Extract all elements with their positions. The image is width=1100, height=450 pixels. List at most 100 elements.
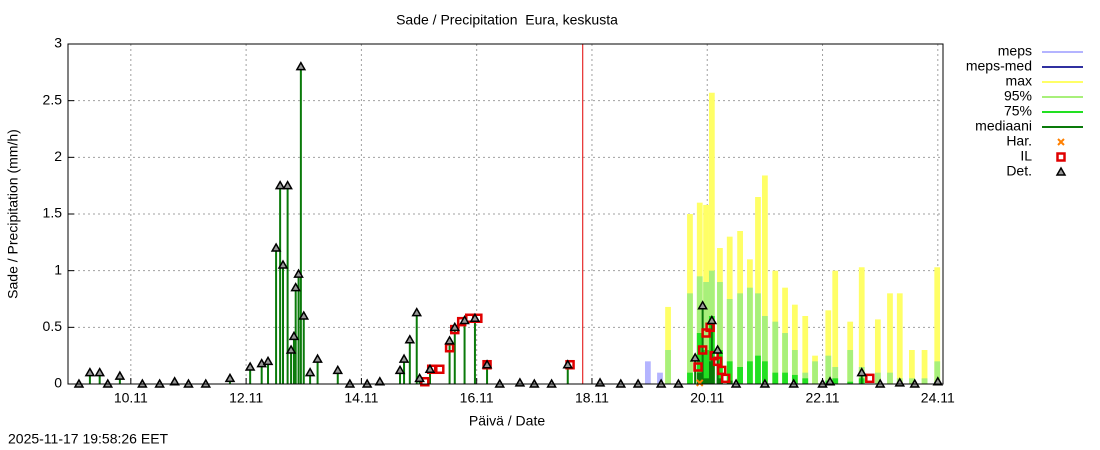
legend-label: max: [1006, 73, 1032, 89]
bar: [908, 350, 915, 384]
det-point: [398, 353, 410, 363]
il-point: [712, 356, 723, 367]
bar: [825, 355, 832, 384]
legend-label: IL: [1020, 148, 1032, 164]
bar: [791, 374, 798, 384]
bar: [665, 306, 671, 384]
bar: [832, 367, 839, 384]
bar: [908, 378, 915, 384]
bar: [755, 197, 761, 384]
det-point: [469, 312, 481, 323]
det-point: [312, 353, 323, 363]
timestamp: 2025-11-17 19:58:26 EET: [8, 431, 169, 447]
bar: [762, 316, 768, 384]
il-point: [865, 373, 875, 384]
bar: [887, 293, 893, 384]
det-point: [374, 376, 386, 386]
bar: [726, 361, 733, 384]
det-point: [414, 372, 425, 383]
bar: [687, 293, 693, 384]
legend-label: Det.: [1006, 163, 1032, 179]
det-point: [293, 268, 304, 278]
det-point: [244, 361, 256, 371]
bar: [762, 175, 768, 384]
bar: [782, 372, 788, 384]
det-point: [332, 364, 344, 375]
legend-swatch: [1055, 166, 1067, 176]
bar: [747, 361, 753, 384]
det-point: [404, 334, 416, 344]
plot-frame: [67, 43, 944, 385]
bar: [687, 372, 693, 384]
bar: [737, 293, 743, 384]
bar: [703, 350, 709, 384]
det-point: [856, 367, 868, 377]
det-point: [94, 367, 105, 377]
y-tick-label: 1.5: [43, 205, 63, 221]
bar: [858, 267, 865, 384]
bar: [791, 350, 798, 384]
det-point: [712, 344, 723, 354]
y-tick-label: 2: [54, 148, 62, 164]
det-point: [295, 61, 307, 71]
bar: [717, 378, 723, 384]
bar: [696, 372, 703, 384]
y-tick-label: 3: [54, 35, 62, 51]
det-point: [689, 352, 701, 362]
legend-label: meps: [998, 43, 1032, 59]
det-point: [424, 363, 436, 374]
bar: [825, 310, 832, 384]
bar: [755, 293, 761, 384]
x-tick-label: 12.11: [229, 390, 263, 406]
bar: [791, 304, 798, 384]
bar: [802, 378, 809, 384]
legend-label: Har.: [1006, 133, 1032, 149]
bar: [847, 350, 854, 384]
bar: [802, 372, 809, 384]
il-point: [693, 362, 703, 372]
det-point: [459, 315, 470, 325]
det-point: [84, 367, 96, 377]
bar: [696, 276, 703, 384]
bar: [657, 372, 663, 384]
bar: [934, 361, 941, 384]
x-tick-label: 20.11: [690, 390, 724, 406]
det-point: [449, 321, 461, 332]
il-point: [720, 373, 731, 384]
det-point: [262, 355, 274, 366]
det-point: [824, 376, 836, 386]
det-point: [411, 307, 423, 317]
bar: [762, 361, 768, 384]
bar: [772, 372, 779, 384]
det-point: [285, 344, 297, 354]
x-tick-label: 14.11: [344, 390, 378, 406]
bar: [896, 293, 903, 384]
bar: [832, 270, 839, 384]
bar: [747, 287, 753, 384]
plot-area: [73, 44, 944, 388]
det-point: [706, 315, 718, 325]
bar: [717, 282, 723, 384]
y-tick-label: 0.5: [43, 318, 63, 334]
har-point: [696, 379, 704, 387]
det-point: [114, 370, 126, 380]
y-tick-label: 0: [54, 375, 62, 391]
det-point: [562, 359, 574, 369]
det-point: [444, 335, 455, 345]
legend-label: meps-med: [966, 58, 1032, 74]
bar: [921, 350, 928, 384]
bar: [782, 333, 788, 384]
bar: [726, 299, 733, 384]
det-point: [290, 282, 301, 292]
x-tick-label: 22.11: [806, 390, 840, 406]
det-point: [298, 310, 310, 320]
det-point: [394, 364, 406, 375]
il-point: [697, 345, 708, 355]
bar: [812, 361, 818, 384]
legend-label: 75%: [1004, 103, 1032, 119]
il-point: [435, 364, 445, 375]
legend-swatch: [1056, 152, 1066, 162]
chart-title: Sade / Precipitation Eura, keskusta: [396, 12, 618, 28]
det-point: [932, 376, 944, 386]
